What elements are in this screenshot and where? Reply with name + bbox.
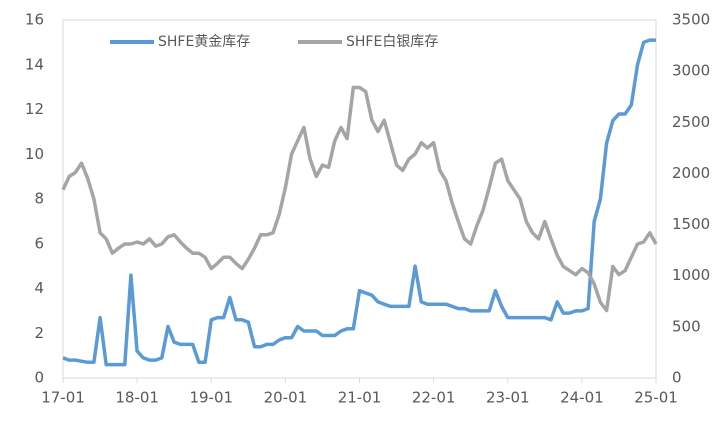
y2-tick-label: 0: [672, 369, 682, 387]
y-tick-label: 0: [34, 369, 44, 387]
y-tick-label: 10: [25, 145, 44, 163]
legend-label: SHFE白银库存: [346, 34, 438, 50]
y2-tick-label: 3500: [672, 11, 710, 29]
x-tick-label: 19-01: [189, 389, 233, 407]
y2-tick-label: 1500: [672, 215, 710, 233]
x-tick-label: 20-01: [264, 389, 308, 407]
series-line: [61, 85, 658, 313]
y2-tick-label: 2000: [672, 164, 710, 182]
plot-frame: [62, 19, 657, 379]
y2-tick-label: 500: [672, 317, 701, 335]
y-tick-label: 6: [34, 234, 44, 252]
y2-tick-label: 3000: [672, 62, 710, 80]
series-line: [62, 38, 656, 367]
x-tick-label: 18-01: [115, 389, 159, 407]
x-tick-label: 17-01: [41, 389, 85, 407]
y-tick-label: 2: [34, 324, 44, 342]
x-tick-label: 22-01: [412, 389, 456, 407]
y-tick-label: 12: [25, 100, 44, 118]
y-tick-label: 16: [25, 11, 44, 29]
x-tick-label: 23-01: [486, 389, 530, 407]
y2-tick-label: 1000: [672, 266, 710, 284]
x-tick-label: 25-01: [634, 389, 678, 407]
y-tick-label: 14: [25, 55, 44, 73]
x-tick-label: 21-01: [338, 389, 382, 407]
y-tick-label: 8: [34, 190, 44, 208]
legend-label: SHFE黄金库存: [158, 33, 250, 50]
x-tick-label: 24-01: [560, 389, 604, 407]
y-tick-label: 4: [34, 279, 44, 297]
y2-tick-label: 2500: [672, 113, 710, 131]
